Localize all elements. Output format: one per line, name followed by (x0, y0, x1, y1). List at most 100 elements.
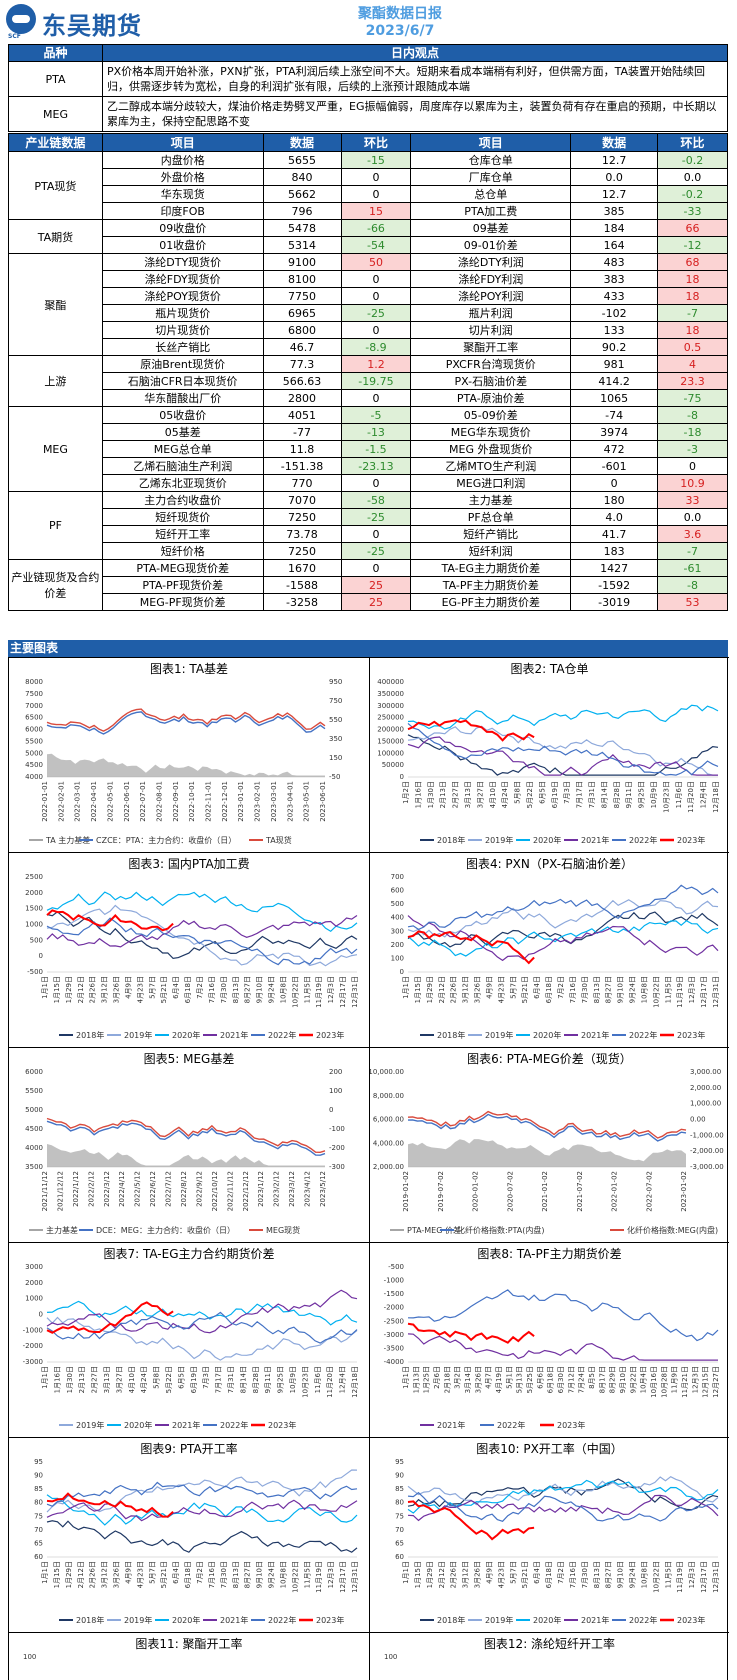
x-tick-label: 12月17日 (339, 976, 347, 1008)
x-tick-label: 7月16日 (569, 1561, 577, 1588)
x-tick-label: 9月10日 (617, 976, 625, 1003)
x-tick-label: 6月6日 (536, 1366, 544, 1389)
item-name: 华东现货 (101, 185, 264, 203)
y-tick-label: 60 (395, 1553, 404, 1561)
x-tick-label: 3月27日 (476, 781, 484, 808)
chart-grid: 图表1: TA基差 8000 7500 7000 6500 6000 5500 5000 450… (8, 657, 729, 1680)
x-tick-label: 3月26日 (113, 1561, 121, 1588)
x-tick-label: 4月24日 (501, 781, 509, 808)
chart-panel: 图表8: TA-PF主力期货价差 -500 -1000 -1500 -2000 -2500… (369, 1242, 729, 1437)
y-tick-label: 100 (23, 1653, 36, 1661)
y-tick-label: 4500 (25, 1125, 43, 1133)
table-row: 01收盘价 5314 -54 09-01价差 164 -12 (9, 236, 728, 254)
x-tick-label: 7月16日 (569, 976, 577, 1003)
x-tick-label: 8月27日 (244, 976, 252, 1003)
x-tick-label: 3月12日 (462, 1561, 470, 1588)
x-tick-label: 7月2日 (196, 1561, 204, 1584)
legend-label: 2023年 (677, 1615, 705, 1625)
x-tick-label: 7月16日 (208, 1561, 216, 1588)
legend-label: 2022年 (268, 1615, 296, 1625)
change-cell: 0 (340, 185, 412, 203)
y-tick-label: 2000 (25, 889, 43, 897)
table-row: TA期货 09收盘价 5478 -66 09基差 184 66 (8, 219, 728, 254)
legend-label: 2020年 (172, 1030, 200, 1040)
change-cell: 0 (340, 474, 412, 492)
x-tick-label: 1月1日 (41, 1366, 49, 1389)
x-tick-label: 2022-10-01 (188, 781, 196, 822)
x-tick-label: 8月29日 (609, 1366, 617, 1393)
x-tick-label: 11月20日 (326, 1366, 334, 1398)
change-cell: -8 (657, 406, 728, 424)
brand-name: 东吴期货 (42, 12, 142, 40)
x-tick-label: 10月8日 (640, 976, 648, 1003)
legend-label: 2022年 (629, 1030, 657, 1040)
series-line (407, 1479, 719, 1514)
x-tick-label: 2023/4/12 (304, 1171, 312, 1207)
x-tick-label: 2022-04-01 (90, 781, 98, 822)
table-row: MEG总仓单 11.8 -1.5 MEG 外盘现货价 472 -3 (9, 440, 728, 458)
x-tick-label: 2023-06-01 (319, 781, 327, 822)
value-cell: -77 (262, 423, 342, 441)
x-tick-label: 1月13日 (412, 1366, 420, 1393)
table-row: PTA-PF现货价差 -1588 25 TA-PF主力期货价差 -1592 -8 (9, 576, 728, 594)
item-name: 短纤开工率 (101, 525, 264, 543)
x-tick-label: 6月5日 (177, 1366, 185, 1389)
item-name: 华东醋酸出厂价 (101, 389, 264, 407)
x-tick-label: 5月7日 (509, 976, 517, 999)
x-tick-label: 10月22日 (291, 976, 299, 1008)
item-name: 内盘价格 (101, 151, 264, 169)
group-name: TA期货 (8, 219, 103, 254)
x-tick-label: 1月1日 (402, 1561, 410, 1584)
y-tick-label: 6000 (25, 1068, 43, 1076)
y2-tick-label: 1,000.00 (690, 1100, 721, 1108)
legend-label: 2021年 (437, 1420, 465, 1430)
view-text: 乙二醇成本端分歧较大，煤油价格走势劈叉严重，EG振幅偏弱，周度库存以累库为主，装… (102, 96, 728, 132)
x-tick-label: 2022-01-01 (41, 781, 49, 822)
series-line (46, 904, 358, 967)
legend-label: 化纤价格指数:MEG(内盘) (627, 1225, 718, 1235)
legend-label: 2021年 (581, 835, 609, 845)
chart-panel: 图表3: 国内PTA加工费 2500 2000 1500 1000 500 0 -500 1月1… (9, 852, 369, 1047)
chart-title: 图表9: PTA开工率 (140, 1442, 238, 1456)
y-tick-label: -4000 (384, 1358, 404, 1366)
series-line (46, 891, 358, 933)
y-tick-label: 5500 (25, 1087, 43, 1095)
change-cell: -19.75 (340, 372, 412, 390)
y-tick-label: 5500 (25, 737, 43, 745)
series-line (46, 1300, 358, 1326)
value-cell: -151.38 (262, 457, 342, 475)
y-tick-label: 10,000.00 (370, 1068, 404, 1076)
x-tick-label: 11月5日 (303, 1561, 311, 1588)
value-cell: 4.0 (570, 508, 659, 526)
x-tick-label: 8月13日 (232, 976, 240, 1003)
value-cell: 483 (570, 253, 659, 271)
change-cell: -25 (340, 304, 412, 322)
table-row: 05基差 -77 -13 MEG华东现货价 3974 -18 (9, 423, 728, 441)
series-line (407, 1289, 719, 1342)
chart-svg: 100 (384, 1653, 397, 1661)
x-tick-label: 9月24日 (268, 1561, 276, 1588)
value-cell: 0 (570, 474, 659, 492)
legend-label: TA 主力基差 (45, 835, 90, 845)
x-tick-label: 1月29日 (65, 1561, 73, 1588)
legend-label: 2023年 (316, 1615, 344, 1625)
y-tick-label: 90 (34, 1472, 43, 1480)
x-tick-label: 6月4日 (533, 1561, 541, 1584)
group-name: 上游 (8, 355, 103, 407)
x-tick-label: 5月7日 (509, 1561, 517, 1584)
x-tick-label: 4月9日 (124, 976, 132, 999)
x-tick-label: 4月23日 (136, 1561, 144, 1588)
x-tick-label: 10月8日 (279, 976, 287, 1003)
value-cell: 6965 (262, 304, 342, 322)
legend-label: 2023年 (316, 1030, 344, 1040)
value-cell: 414.2 (570, 372, 659, 390)
x-tick-label: 8月13日 (593, 976, 601, 1003)
series-line (46, 1120, 326, 1156)
x-tick-label: 4月9日 (485, 976, 493, 999)
legend-label: DCE：MEG：主力合约：收盘价（日） (96, 1225, 235, 1235)
value-cell: 4051 (262, 406, 342, 424)
y-tick-label: 300000 (377, 702, 404, 710)
x-tick-label: 6月4日 (533, 976, 541, 999)
